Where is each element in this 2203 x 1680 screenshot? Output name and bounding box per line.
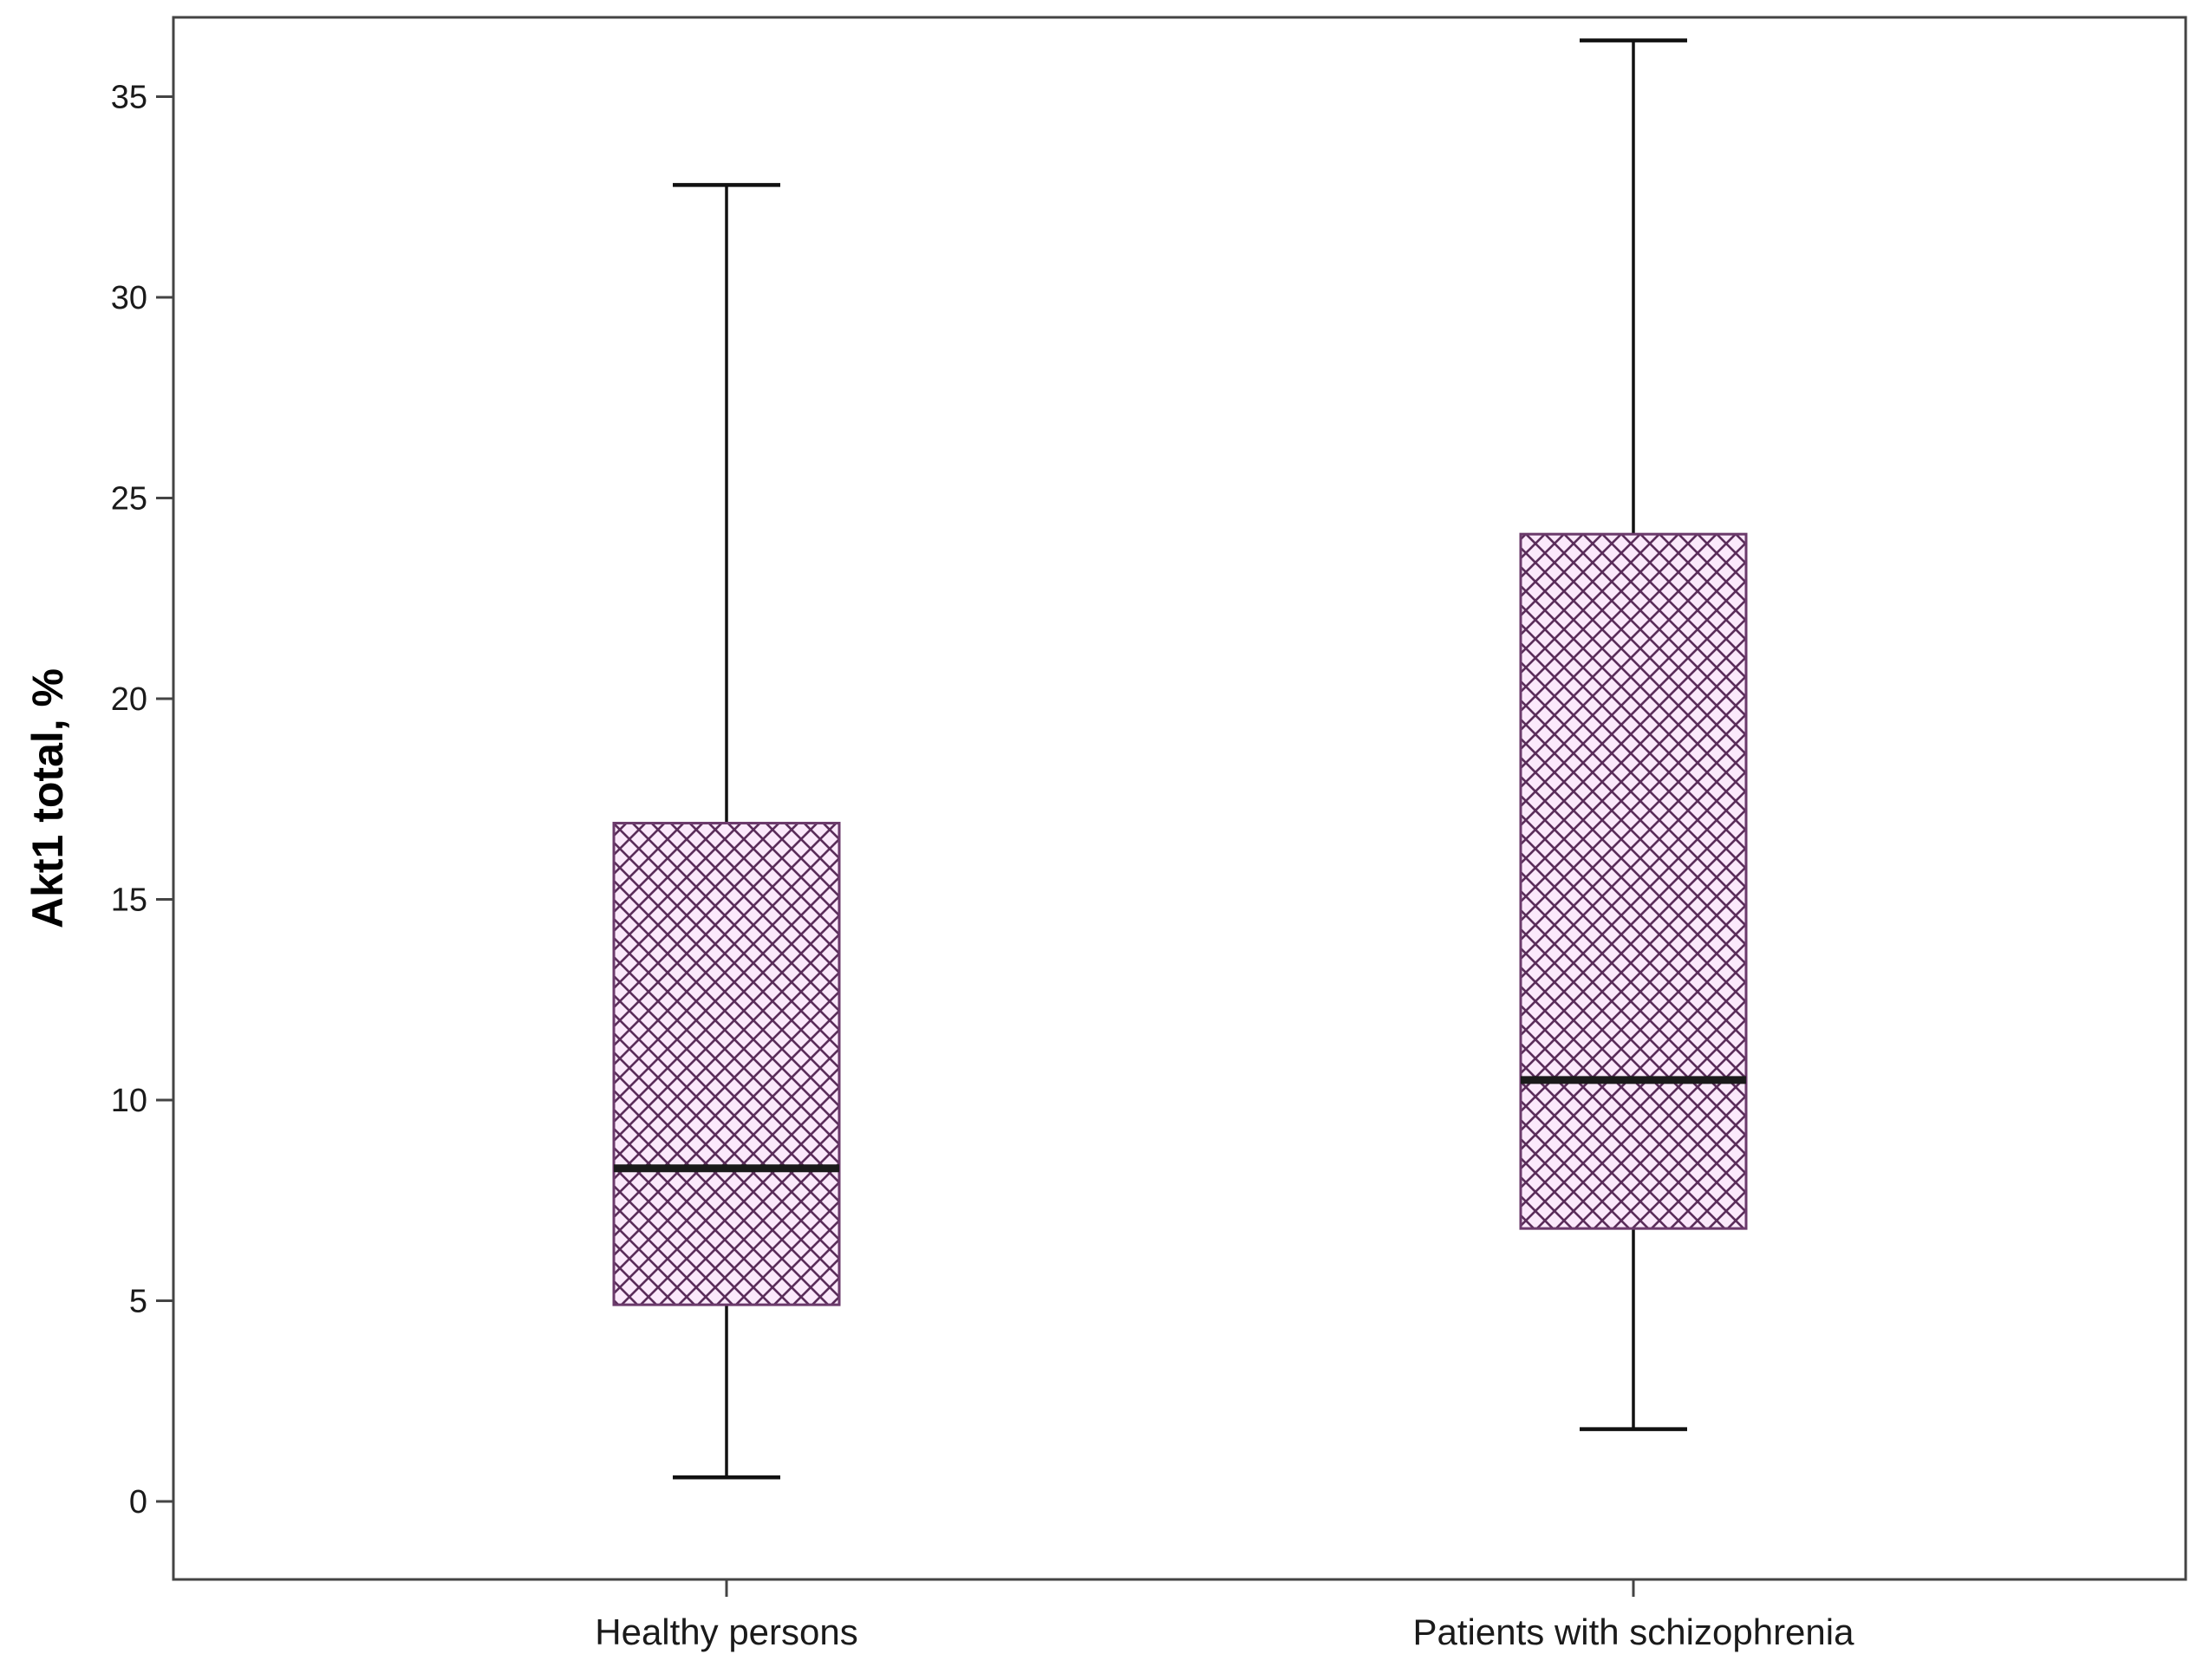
y-tick-label: 15: [111, 882, 147, 919]
x-category-label: Patients with schizophrenia: [1413, 1612, 1855, 1652]
box-group: [1519, 38, 1748, 1431]
y-tick-label: 10: [111, 1083, 147, 1119]
boxes: [612, 38, 1748, 1480]
y-tick-label: 25: [111, 481, 147, 518]
y-tick-label: 35: [111, 80, 147, 116]
plot-frame: [172, 16, 2187, 1581]
y-tick-label: 5: [129, 1284, 147, 1320]
y-tick-label: 30: [111, 280, 147, 316]
box-group: [612, 183, 841, 1480]
x-category-label: Healthy persons: [595, 1612, 858, 1652]
iqr-box: [1519, 532, 1748, 1230]
x-axis: Healthy persons Patients with schizophren…: [595, 1579, 1854, 1652]
y-tick-label: 20: [111, 681, 147, 718]
iqr-box: [612, 822, 841, 1306]
y-axis-title: Akt1 total, %: [23, 668, 72, 928]
y-tick-label: 0: [129, 1484, 147, 1520]
y-axis: 0 5 10 15 20 25 30 35: [111, 80, 173, 1520]
